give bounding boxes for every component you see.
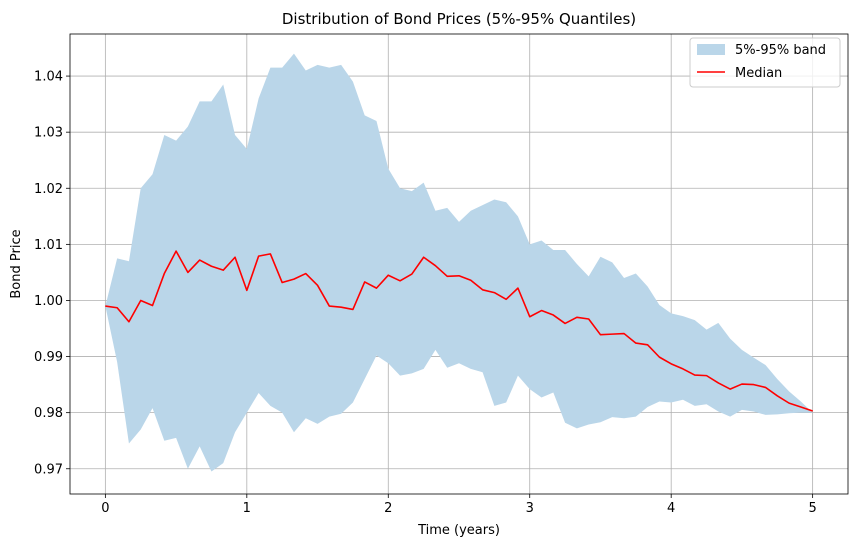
y-tick-label: 1.02: [34, 182, 63, 197]
median-line-layer: [105, 250, 813, 412]
quantile-band-layer: [105, 53, 813, 472]
x-tick-label: 4: [667, 501, 675, 516]
x-tick-label: 1: [243, 501, 251, 516]
x-axis-label: Time (years): [417, 523, 500, 538]
plot-frame: [69, 33, 849, 495]
y-tick-label: 0.99: [34, 350, 63, 365]
x-axis-ticks: 0 1 2 3 4 5: [101, 494, 817, 516]
median-line: [105, 250, 813, 412]
legend-median-label: Median: [735, 66, 782, 81]
quantile-band-area: [105, 53, 813, 472]
y-tick-label: 1.01: [34, 238, 63, 253]
x-tick-label: 5: [808, 501, 816, 516]
y-axis-label: Bond Price: [9, 229, 24, 298]
x-tick-label: 3: [526, 501, 534, 516]
y-axis-ticks: 0.97 0.98 0.99 1.00 1.01 1.02 1.03 1.04: [34, 70, 70, 477]
x-tick-label: 2: [384, 501, 392, 516]
y-tick-label: 0.97: [34, 462, 63, 477]
chart-title: Distribution of Bond Prices (5%-95% Quan…: [282, 10, 636, 28]
x-tick-label: 0: [101, 501, 109, 516]
legend-box: [689, 37, 841, 88]
legend-band-swatch: [697, 44, 725, 55]
y-tick-label: 1.00: [34, 294, 63, 309]
legend: 5%-95% band Median: [689, 37, 841, 88]
y-tick-label: 1.04: [34, 70, 63, 85]
y-tick-label: 1.03: [34, 126, 63, 141]
y-tick-label: 0.98: [34, 406, 63, 421]
legend-band-label: 5%-95% band: [735, 43, 826, 58]
